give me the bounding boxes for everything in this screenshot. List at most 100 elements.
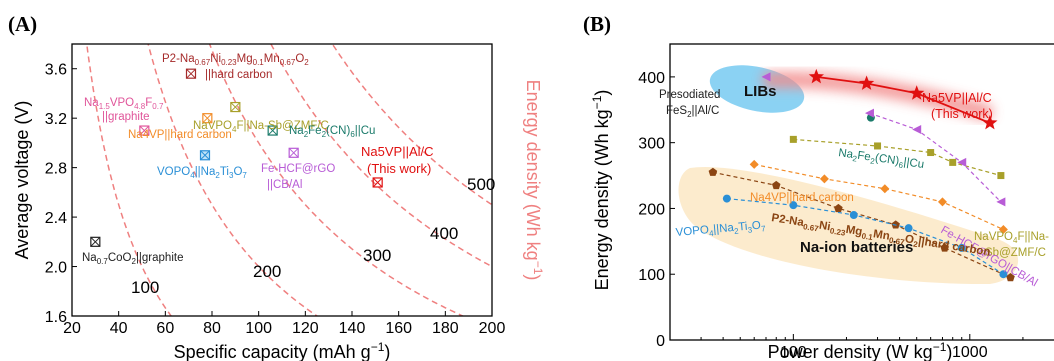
region-label-na-ion: Na-ion batteries <box>800 239 913 256</box>
a-x-tick-label: 160 <box>385 320 412 337</box>
b-series <box>864 108 1006 207</box>
iso-energy-label: 100 <box>131 278 159 297</box>
panel-b-series <box>708 68 1015 282</box>
b-point-marker <box>859 75 875 90</box>
a-y-tick-label: 2.0 <box>45 260 67 277</box>
iso-energy-label: 400 <box>430 224 458 243</box>
label-na4vp-hard-carbon: Na4VP||hard carbon <box>128 129 232 141</box>
region-na-ion-batteries <box>678 166 1019 285</box>
b-point-marker <box>998 224 1008 234</box>
b-point-marker <box>909 85 925 100</box>
iso-energy-label: 200 <box>253 262 281 281</box>
panel-a-frame <box>71 43 493 317</box>
b-point-marker <box>880 184 890 194</box>
a-y-tick-label: 2.8 <box>45 161 67 178</box>
a-x-tick-label: 80 <box>203 320 221 337</box>
panel-a-x-axis-label: Specific capacity (mAh g−1) <box>174 340 391 361</box>
a-point-marker <box>199 150 211 161</box>
b-point-marker <box>772 180 781 190</box>
label-b-navpof: NaVPO4F||Na- <box>974 231 1049 245</box>
b-series-line <box>726 198 1004 275</box>
iso-energy-label: 300 <box>363 246 391 265</box>
b-point-marker <box>849 211 858 220</box>
b-x-tick-label: 1000 <box>952 344 988 361</box>
panel-a-y-axis-label: Average voltage (V) <box>12 101 32 260</box>
a-point-marker <box>288 147 299 158</box>
b-point-marker <box>864 108 874 118</box>
iso-energy-label: 500 <box>467 175 495 194</box>
b-point-marker <box>912 125 922 135</box>
label-b-na5vp-line2: (This work) <box>931 107 993 121</box>
panel-a-right-axis-label: Energy density (Wh kg−1) <box>523 80 545 281</box>
b-point-marker <box>789 201 798 210</box>
panel-a-point-labels: Na0.7CoO2||graphite Na1.5VPO4.8F0.7 ||gr… <box>82 53 434 266</box>
label-p2-hard-carbon: P2-Na0.67Ni0.23Mg0.1Mn0.67O2 <box>162 53 309 67</box>
label-navpof-nasb: NaVPO4F||Na-Sb@ZMF/C <box>193 120 329 134</box>
b-point-marker <box>949 158 957 166</box>
panel-b-y-axis-label: Energy density (Wh kg−1) <box>590 90 612 291</box>
iso-energy-labels: 100 200 300 400 500 <box>131 175 495 297</box>
b-point-marker <box>996 197 1006 207</box>
label-fehcf: Fe-HCF@rGO <box>261 163 335 175</box>
label-na5vp-line2: (This work) <box>367 161 431 176</box>
b-y-tick-label: 100 <box>638 267 665 284</box>
a-x-tick-label: 100 <box>245 320 272 337</box>
b-point-marker <box>874 142 882 150</box>
label-p2-hard-carbon-line2: ||hard carbon <box>205 69 272 81</box>
b-point-marker <box>1006 273 1015 282</box>
b-series <box>722 194 1008 279</box>
a-point-marker <box>267 125 278 136</box>
label-vopo4-nati: VOPO4||Na2Ti3O7 <box>157 166 247 180</box>
panel-b: (B) 0 100 200 300 400 100 1000 LIBs Na-ion bat… <box>583 12 1054 361</box>
a-x-tick-label: 140 <box>339 320 366 337</box>
a-point-marker <box>185 68 197 79</box>
b-point-marker <box>957 243 966 252</box>
b-point-marker <box>999 270 1008 279</box>
a-x-tick-label: 180 <box>432 320 459 337</box>
b-point-marker <box>834 203 843 213</box>
b-y-tick-label: 400 <box>638 70 665 87</box>
label-b-na4vp: Na4VP||hard carbon <box>750 192 854 204</box>
label-fes2: Presodiated <box>659 89 720 101</box>
panel-a-axes: 20 40 60 80 100 120 140 160 180 200 1.6 2.0 2.4 2.8 3.… <box>45 62 506 337</box>
iso-energy-curve <box>208 44 465 316</box>
b-series-line <box>869 112 1002 203</box>
b-y-tick-label: 200 <box>638 201 665 218</box>
b-y-tick-label: 0 <box>656 333 665 350</box>
a-point-marker <box>90 236 101 247</box>
b-point-marker <box>904 224 913 233</box>
b-y-tick-label: 300 <box>638 136 665 153</box>
b-series <box>808 68 998 130</box>
panel-a-markers <box>90 68 383 247</box>
b-series <box>749 159 1008 234</box>
b-x-tick-label: 100 <box>780 344 807 361</box>
panel-a: (A) 100 200 300 400 500 20 40 60 80 100 120 140 160… <box>8 12 545 361</box>
a-y-tick-label: 3.6 <box>45 62 67 79</box>
b-point-marker <box>722 194 731 203</box>
b-point-marker <box>789 135 797 143</box>
b-point-marker <box>957 157 967 167</box>
label-b-navpof-line2: Sb@ZMF/C <box>985 247 1046 259</box>
label-navpof-graphite: Na1.5VPO4.8F0.7 <box>84 97 164 111</box>
b-series <box>789 135 1005 180</box>
a-point-marker <box>202 113 213 124</box>
label-nacoo-graphite: Na0.7CoO2||graphite <box>82 252 183 266</box>
label-navpof-graphite-line2: ||graphite <box>102 111 150 123</box>
label-fehcf-line2: ||CB/Al <box>267 179 302 191</box>
iso-energy-curve <box>270 44 492 268</box>
panel-a-letter: (A) <box>8 12 37 36</box>
b-point-marker <box>819 174 829 184</box>
a-y-tick-label: 3.2 <box>45 111 67 128</box>
region-label-libs: LIBs <box>744 83 777 100</box>
a-x-tick-label: 120 <box>292 320 319 337</box>
label-fes2-line2: FeS2||Al/C <box>666 105 719 119</box>
panel-b-letter: (B) <box>583 12 611 36</box>
iso-energy-curves <box>85 44 492 316</box>
panel-b-x-axis-label: Power density (W kg−1) <box>768 340 953 361</box>
a-x-tick-label: 40 <box>110 320 128 337</box>
label-b-na5vp: Na5VP||Al/C <box>922 91 992 105</box>
a-y-tick-label: 1.6 <box>45 309 67 326</box>
label-b-nafecn: Na2Fe2(CN)6||Cu <box>837 147 925 173</box>
label-na5vp: Na5VP||Al/C <box>361 144 434 159</box>
